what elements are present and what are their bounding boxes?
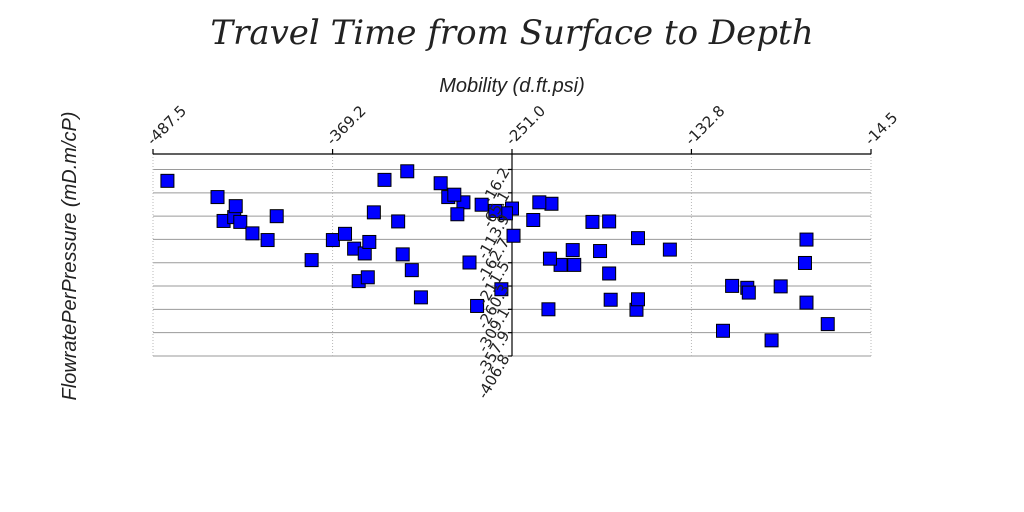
data-point — [630, 292, 645, 307]
data-point — [450, 207, 465, 222]
x-tick-label: -487.5 — [143, 102, 190, 149]
x-tick-label: -251.0 — [502, 102, 549, 149]
data-point — [413, 290, 428, 305]
data-point — [304, 253, 319, 268]
data-point — [228, 199, 243, 214]
data-point — [433, 176, 448, 191]
y-axis-title: FlowratePerPressure (mD.m/cP) — [59, 112, 81, 401]
data-point — [391, 214, 406, 229]
chart-title: Travel Time from Surface to Depth — [210, 13, 813, 53]
data-point — [377, 172, 392, 187]
data-point — [820, 317, 835, 332]
data-point — [526, 212, 541, 227]
data-point — [488, 203, 503, 218]
data-point — [160, 173, 175, 188]
data-point — [662, 242, 677, 257]
data-point — [532, 195, 547, 210]
data-point — [541, 302, 556, 317]
x-tick-label: -14.5 — [861, 109, 901, 149]
data-point — [462, 255, 477, 270]
x-tick-label: -132.8 — [682, 102, 729, 149]
data-point — [544, 196, 559, 211]
tick-labels: -487.5 -369.2 -251.0 -132.8 -14.5-16.2-65.1-… — [143, 102, 901, 402]
data-point — [764, 333, 779, 348]
axis-layer — [152, 149, 872, 357]
data-point — [447, 187, 462, 202]
data-point — [565, 243, 580, 258]
data-point — [725, 278, 740, 293]
x-axis-title: Mobility (d.ft.psi) — [439, 75, 585, 97]
data-point — [506, 228, 521, 243]
data-point — [260, 233, 275, 248]
data-point — [799, 232, 814, 247]
data-point — [799, 295, 814, 310]
data-point — [269, 209, 284, 224]
data-point — [542, 251, 557, 266]
data-point — [400, 164, 415, 179]
data-point — [567, 257, 582, 272]
data-point — [603, 292, 618, 307]
data-point — [325, 233, 340, 248]
data-point — [233, 214, 248, 229]
data-point — [602, 266, 617, 281]
data-point — [245, 226, 260, 241]
data-point — [404, 263, 419, 278]
data-point — [602, 214, 617, 229]
data-point — [395, 247, 410, 262]
data-point — [630, 231, 645, 246]
data-point — [715, 323, 730, 338]
data-point — [338, 226, 353, 241]
data-point — [773, 279, 788, 294]
data-point — [210, 190, 225, 205]
data-point — [593, 244, 608, 259]
data-point — [470, 298, 485, 313]
data-point — [797, 255, 812, 270]
data-point — [585, 214, 600, 229]
data-point — [741, 285, 756, 300]
x-tick-label: -369.2 — [323, 102, 370, 149]
data-point — [474, 197, 489, 212]
data-point — [362, 234, 377, 249]
data-point — [366, 205, 381, 220]
data-point — [360, 270, 375, 285]
data-point — [494, 282, 509, 297]
data-points — [160, 164, 835, 348]
